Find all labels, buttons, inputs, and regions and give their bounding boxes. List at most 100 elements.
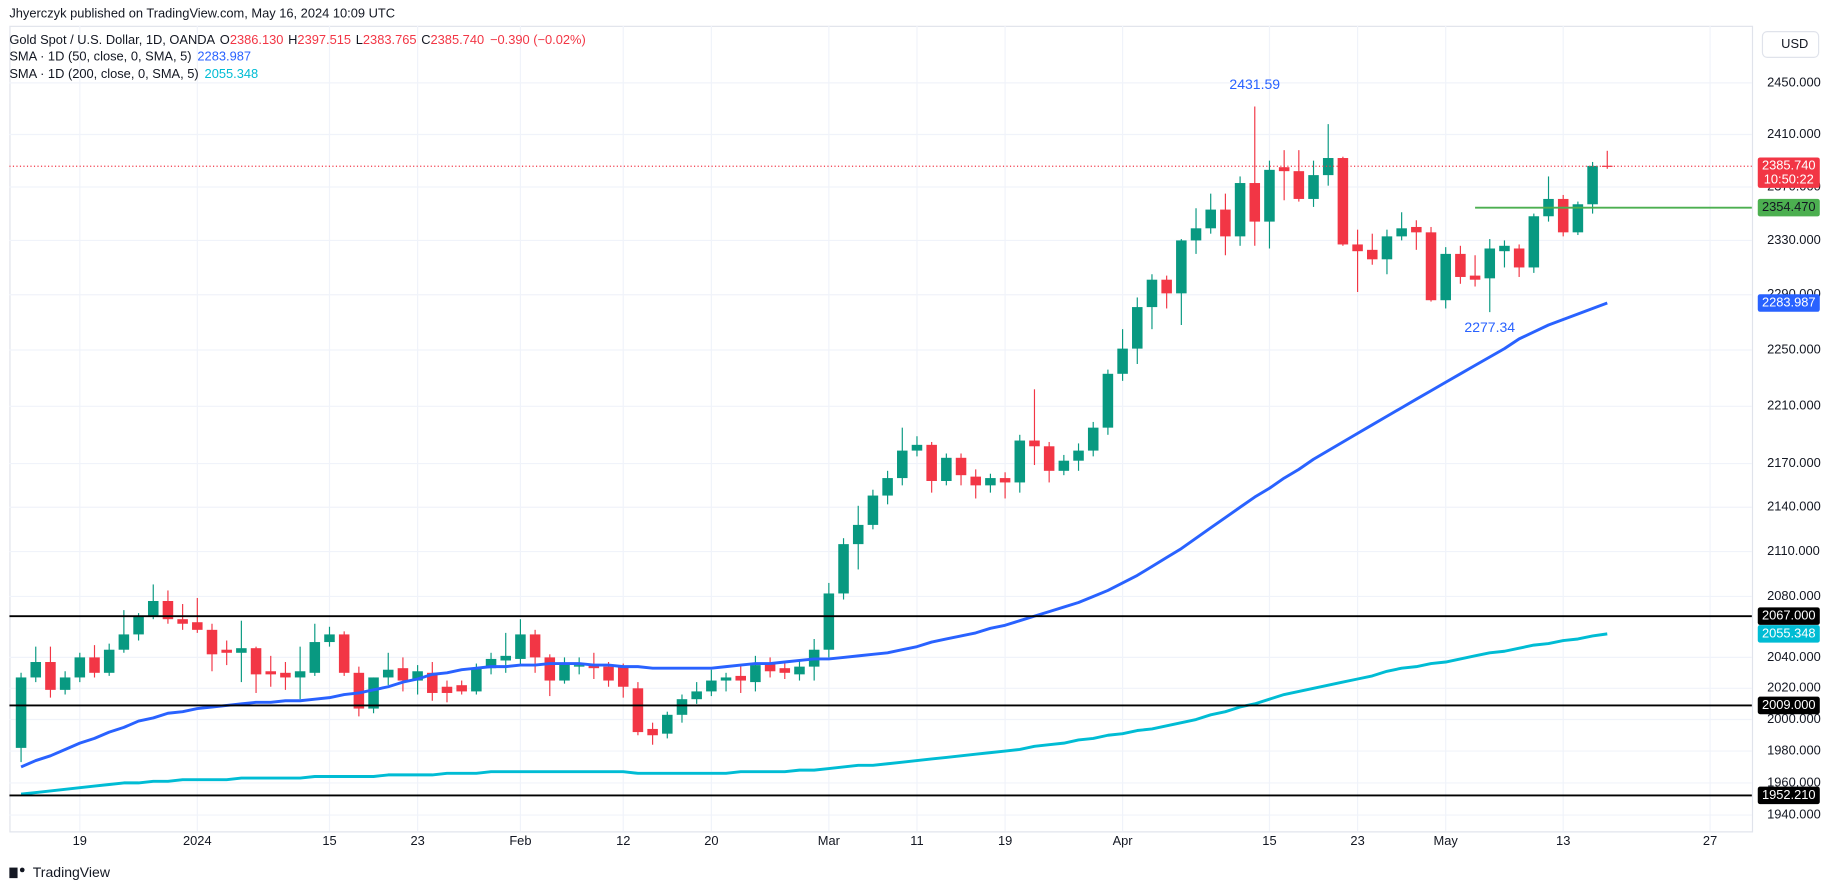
x-tick-label: Feb <box>509 833 531 848</box>
candle-body <box>162 601 174 620</box>
candle-body <box>720 677 732 681</box>
candle-body <box>1161 279 1172 294</box>
candle-body <box>118 634 130 650</box>
x-tick-label: 15 <box>322 833 336 848</box>
candle-body <box>280 672 291 678</box>
candle-body <box>529 634 541 658</box>
axis-value-label: 2354.470 <box>1762 199 1816 214</box>
brand-logo: TradingView <box>9 864 111 880</box>
candle-body <box>103 649 115 673</box>
axis-value-label: 2067.000 <box>1762 608 1816 623</box>
candle-body <box>236 648 247 653</box>
axis-value-box <box>1757 696 1820 715</box>
candle-body <box>1528 216 1540 268</box>
candle-body <box>1249 183 1261 222</box>
y-tick-label: 1940.000 <box>1767 806 1821 821</box>
axis-value-box <box>1757 625 1820 643</box>
candle-body <box>544 657 556 681</box>
candle-body <box>882 478 893 496</box>
candle-body <box>427 672 438 693</box>
candle-body <box>1587 165 1598 205</box>
candle-body <box>867 495 879 525</box>
candle-body <box>206 629 218 655</box>
y-tick-label: 2250.000 <box>1767 341 1821 356</box>
axis-value-box <box>1757 607 1820 625</box>
candle-body <box>1264 169 1275 222</box>
y-tick-label: 2040.000 <box>1767 649 1821 664</box>
candle-body <box>617 666 629 687</box>
candle-body <box>30 662 42 678</box>
candle-body <box>1352 244 1363 252</box>
candle-body <box>603 666 614 681</box>
currency-label[interactable]: USD <box>1781 36 1808 51</box>
candle-body <box>1278 167 1290 172</box>
legend-text: L <box>356 32 363 47</box>
candle-body <box>1146 279 1158 308</box>
axis-value-label: 1952.210 <box>1762 787 1816 802</box>
price-box <box>1757 157 1820 188</box>
candle-body <box>941 457 952 481</box>
candle-body <box>1381 236 1393 260</box>
x-tick-label: 27 <box>1703 833 1717 848</box>
candle-body <box>1029 440 1040 447</box>
candle-body <box>1322 158 1334 176</box>
candle-body <box>676 699 688 715</box>
legend-text: 2397.515 <box>297 32 351 47</box>
plot-area <box>9 25 1752 832</box>
candle-body <box>970 476 981 486</box>
candle-body <box>588 665 600 669</box>
candle-body <box>1308 175 1319 199</box>
candle-body <box>265 671 277 675</box>
y-tick-label: 2110.000 <box>1767 543 1820 558</box>
candle-body <box>1043 446 1055 471</box>
legend-text: 2383.765 <box>363 32 417 47</box>
axis-value-label: 2009.000 <box>1762 697 1816 712</box>
y-tick-label: 2000.000 <box>1767 711 1821 726</box>
candle-body <box>823 593 835 650</box>
x-tick-label: 13 <box>1556 833 1570 848</box>
candle-body <box>485 658 497 669</box>
candle-body <box>1117 348 1128 374</box>
candle-body <box>1220 209 1231 237</box>
x-tick-label: 19 <box>73 833 87 848</box>
countdown: 10:50:22 <box>1764 172 1814 187</box>
candle-body <box>89 657 100 673</box>
x-tick-label: 12 <box>616 833 630 848</box>
axis-value-label: 2283.987 <box>1762 294 1816 309</box>
candle-body <box>1293 171 1305 199</box>
y-tick-label: 2140.000 <box>1767 499 1821 514</box>
candle-body <box>1367 249 1378 260</box>
candle-body <box>1469 275 1481 280</box>
candle-body <box>1205 209 1216 229</box>
candle-body <box>1073 450 1084 461</box>
candle-body <box>177 619 188 624</box>
candle-body <box>45 662 56 690</box>
x-tick-label: 11 <box>910 833 923 848</box>
annotation: 2431.59 <box>1229 76 1280 92</box>
y-tick-label: 2210.000 <box>1767 398 1821 413</box>
candle-body <box>192 622 203 630</box>
candle-body <box>382 669 394 678</box>
sma-line <box>20 301 1608 769</box>
legend-text: O <box>220 32 230 47</box>
currency-button[interactable] <box>1761 31 1820 58</box>
candle-body <box>794 666 805 675</box>
axis-value-box <box>1757 786 1820 805</box>
candle-body <box>1337 158 1349 245</box>
legend-text: H <box>288 32 297 47</box>
y-tick-label: 2450.000 <box>1767 74 1821 89</box>
candle-body <box>1455 253 1466 277</box>
candle-body <box>338 634 350 673</box>
candle-body <box>250 648 262 675</box>
candle-body <box>1014 440 1026 483</box>
candle-body <box>985 478 996 486</box>
brand: TradingView <box>33 864 111 880</box>
candle-body <box>779 668 791 673</box>
x-tick-label: 15 <box>1262 833 1276 848</box>
candle-body <box>852 524 864 545</box>
candle-body <box>353 672 365 709</box>
candle-body <box>1572 204 1584 233</box>
candle-body <box>294 671 306 678</box>
x-tick-label: 23 <box>410 833 424 848</box>
